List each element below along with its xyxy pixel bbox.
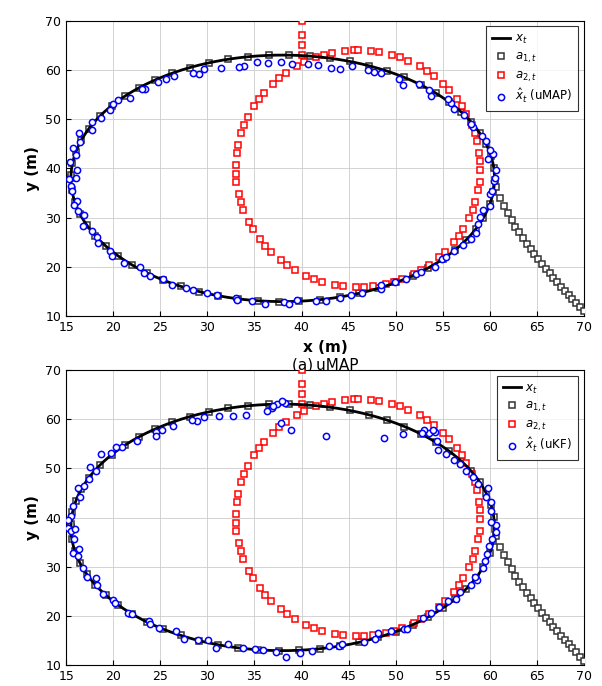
Y-axis label: y (m): y (m) <box>25 146 40 191</box>
X-axis label: x (m): x (m) <box>303 340 347 355</box>
Legend: $x_t$, $a_{1,t}$, $a_{2,t}$, $\hat{x}_t$ (uKF): $x_t$, $a_{1,t}$, $a_{2,t}$, $\hat{x}_t$… <box>497 375 578 460</box>
Legend: $x_t$, $a_{1,t}$, $a_{2,t}$, $\hat{x}_t$ (uMAP): $x_t$, $a_{1,t}$, $a_{2,t}$, $\hat{x}_t$… <box>486 27 578 111</box>
Text: (a) uMAP: (a) uMAP <box>292 358 358 372</box>
Y-axis label: y (m): y (m) <box>25 495 40 540</box>
